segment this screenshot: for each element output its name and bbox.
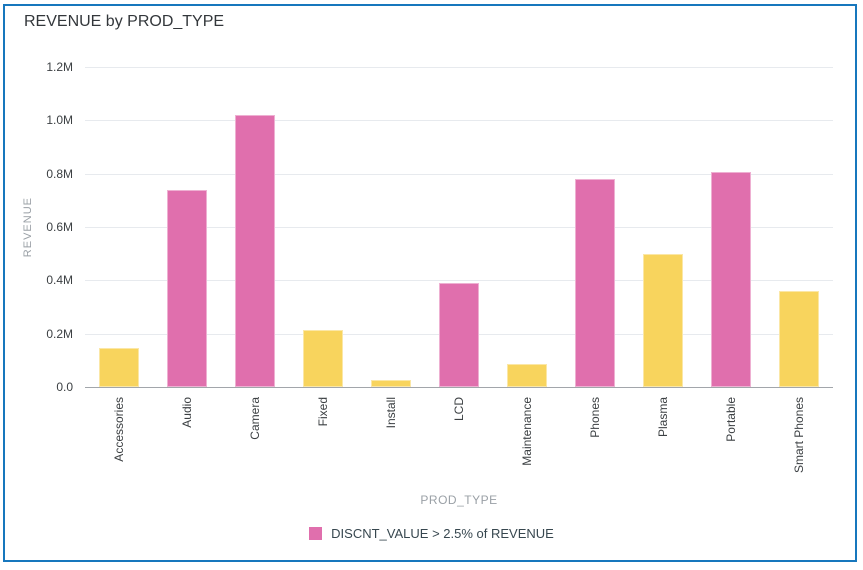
bar-lcd[interactable] — [439, 283, 479, 387]
y-tick-label: 0.4M — [46, 273, 73, 287]
bar-plasma[interactable] — [643, 254, 683, 387]
gridline — [85, 280, 833, 281]
y-tick-label: 0.8M — [46, 167, 73, 181]
bar-portable[interactable] — [711, 172, 751, 387]
legend-item[interactable]: DISCNT_VALUE > 2.5% of REVENUE — [331, 526, 554, 541]
chart-title: REVENUE by PROD_TYPE — [24, 13, 225, 30]
bar-camera[interactable] — [235, 115, 275, 387]
y-tick-label: 1.0M — [46, 113, 73, 127]
y-tick-label: 1.2M — [46, 60, 73, 74]
x-tick-label: Phones — [588, 397, 602, 438]
legend: DISCNT_VALUE > 2.5% of REVENUE — [0, 526, 863, 541]
bar-install[interactable] — [371, 380, 411, 387]
x-tick-label: Smart Phones — [792, 397, 806, 474]
x-tick-label: Audio — [180, 397, 194, 428]
legend-swatch — [309, 527, 323, 540]
x-tick-label: Plasma — [656, 397, 670, 438]
x-tick-label: Maintenance — [520, 397, 534, 466]
x-tick-label: Accessories — [112, 397, 126, 462]
x-tick-label: Fixed — [316, 397, 330, 427]
gridline — [85, 120, 833, 121]
bar-audio[interactable] — [167, 190, 207, 387]
bar-phones[interactable] — [575, 179, 615, 387]
y-tick-label: 0.2M — [46, 327, 73, 341]
x-tick-label: Install — [384, 397, 398, 429]
y-tick-label: 0.6M — [46, 220, 73, 234]
bar-accessories[interactable] — [99, 348, 139, 387]
bar-smart-phones[interactable] — [779, 291, 819, 387]
x-tick-label: LCD — [452, 397, 466, 422]
bar-fixed[interactable] — [303, 330, 343, 387]
y-tick-label: 0.0 — [56, 380, 73, 394]
bar-maintenance[interactable] — [507, 364, 547, 387]
gridline — [85, 67, 833, 68]
x-tick-label: Camera — [248, 397, 262, 440]
gridline — [85, 174, 833, 175]
x-tick-label: Portable — [724, 397, 738, 442]
gridline — [85, 227, 833, 228]
x-axis-title: PROD_TYPE — [420, 493, 498, 507]
x-axis-line — [85, 387, 833, 388]
